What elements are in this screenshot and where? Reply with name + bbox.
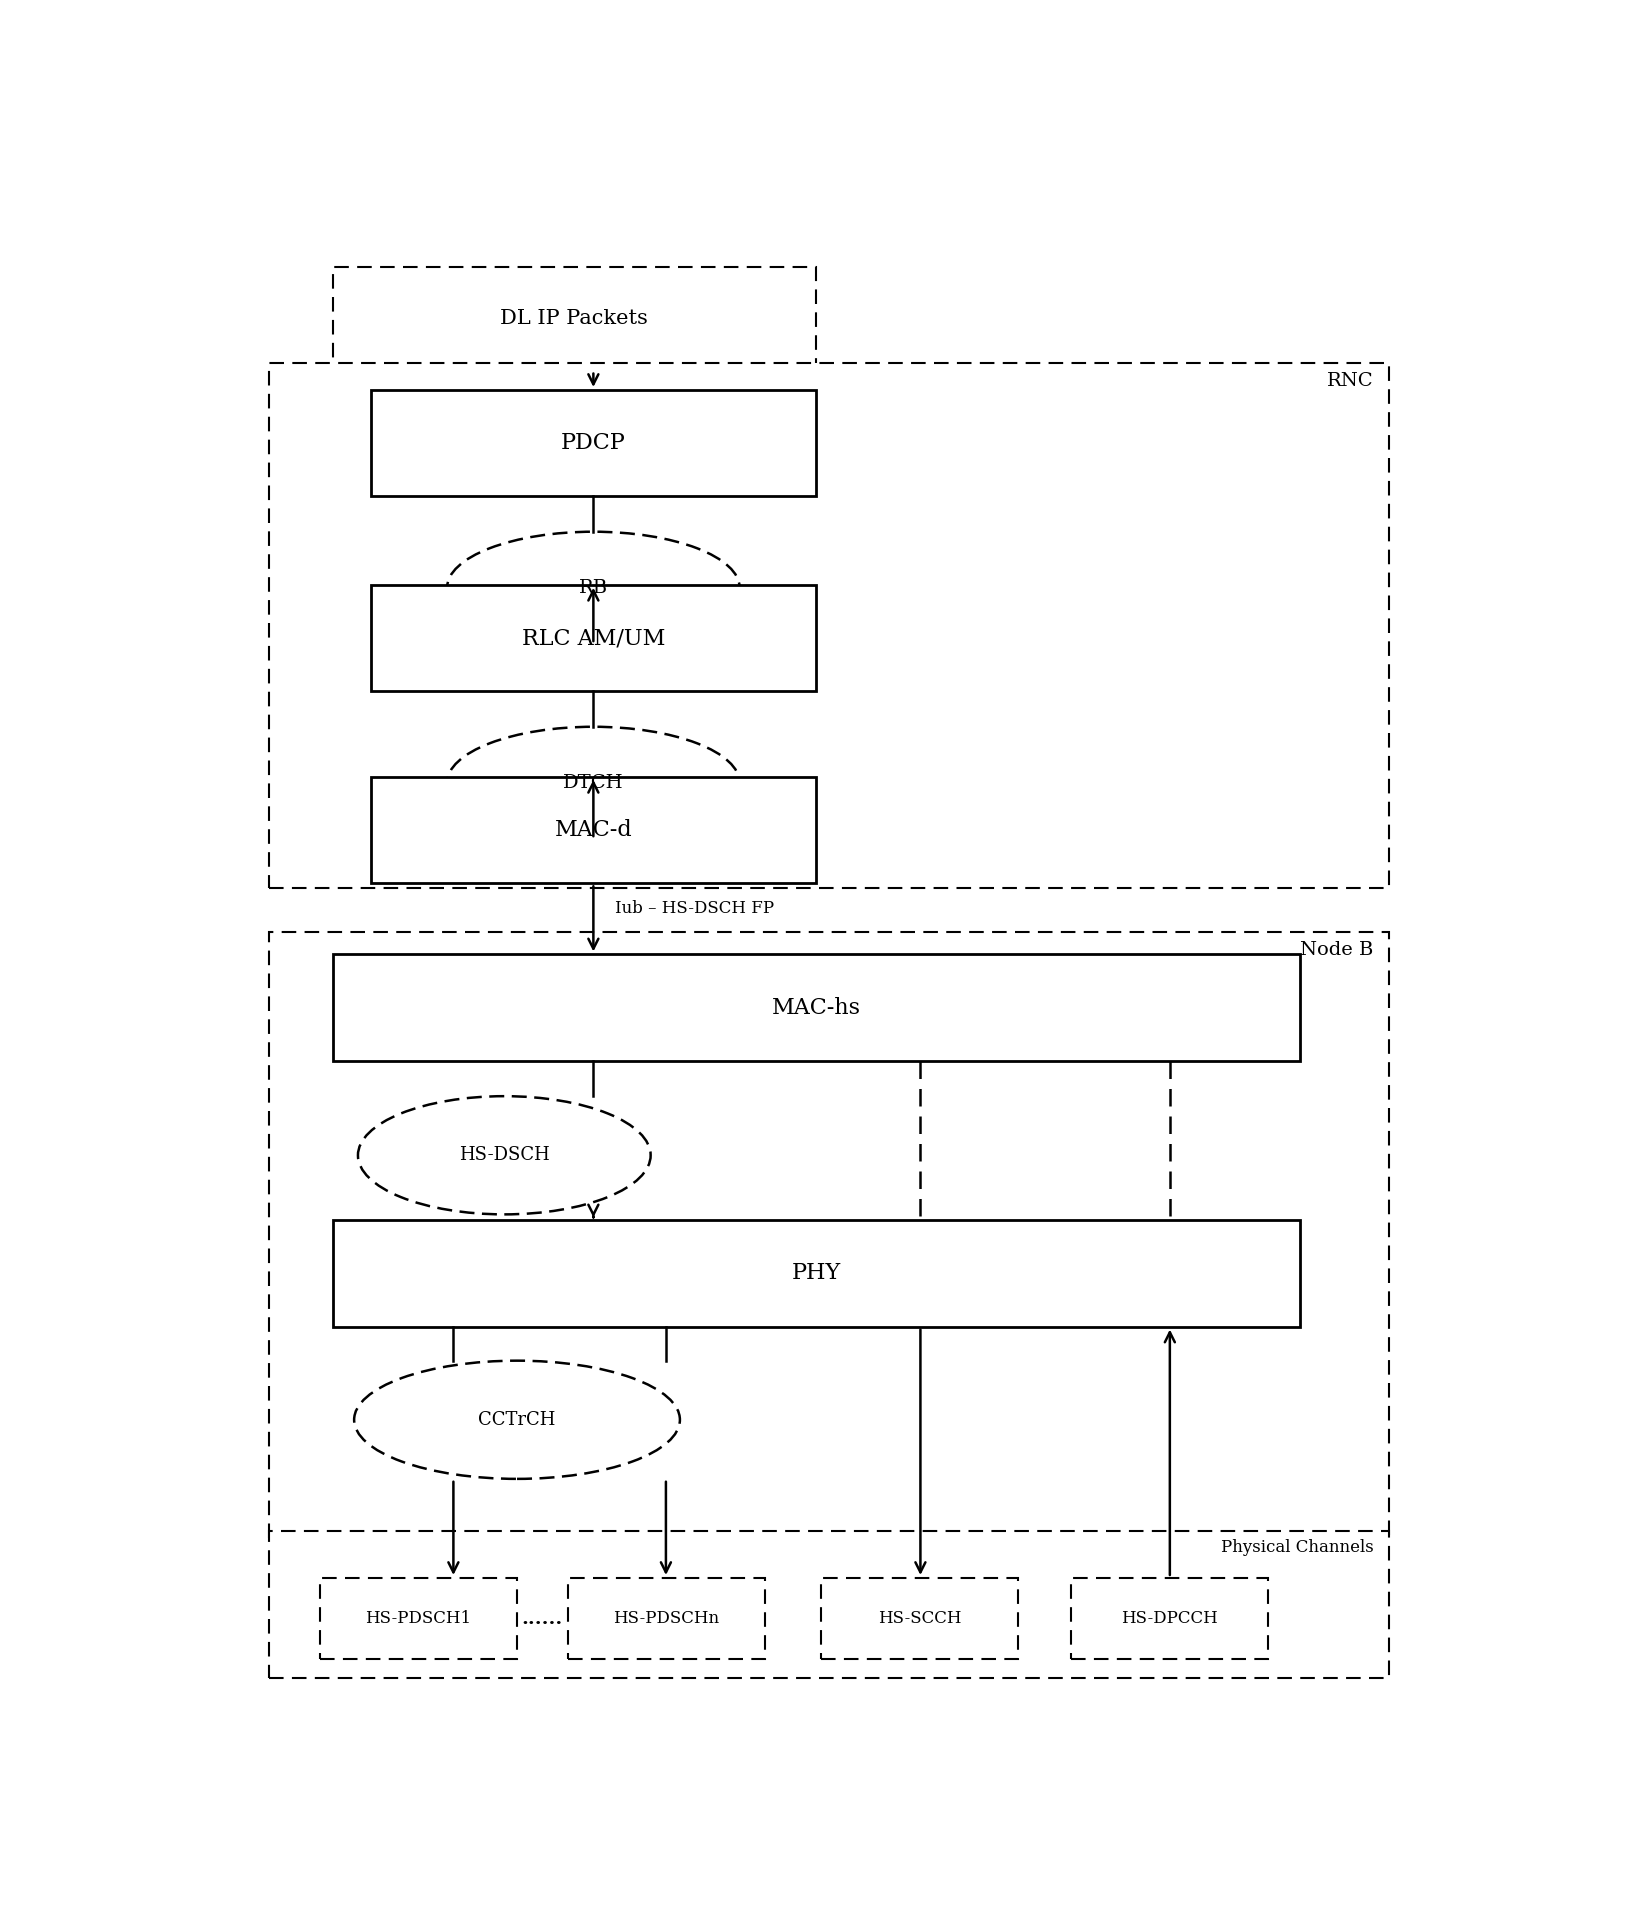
- Ellipse shape: [447, 727, 741, 839]
- FancyBboxPatch shape: [1071, 1577, 1268, 1660]
- Text: ......: ......: [522, 1610, 563, 1627]
- Text: RB: RB: [580, 580, 608, 597]
- Text: RLC AM/UM: RLC AM/UM: [522, 628, 665, 649]
- Text: MAC-hs: MAC-hs: [772, 996, 860, 1019]
- FancyBboxPatch shape: [332, 267, 816, 370]
- Text: CCTrCH: CCTrCH: [478, 1410, 555, 1430]
- Text: Iub – HS-DSCH FP: Iub – HS-DSCH FP: [616, 900, 773, 917]
- FancyBboxPatch shape: [371, 585, 816, 691]
- Text: MAC-d: MAC-d: [555, 819, 632, 841]
- Text: DL IP Packets: DL IP Packets: [501, 309, 649, 328]
- FancyBboxPatch shape: [320, 1577, 517, 1660]
- Text: PHY: PHY: [791, 1263, 841, 1284]
- Ellipse shape: [355, 1361, 680, 1480]
- Text: DTCH: DTCH: [563, 773, 624, 793]
- FancyBboxPatch shape: [269, 363, 1389, 888]
- FancyBboxPatch shape: [371, 777, 816, 883]
- FancyBboxPatch shape: [269, 1531, 1389, 1679]
- Text: PDCP: PDCP: [562, 432, 626, 455]
- Ellipse shape: [447, 532, 741, 645]
- Text: RNC: RNC: [1327, 372, 1373, 390]
- FancyBboxPatch shape: [371, 390, 816, 497]
- Text: HS-DSCH: HS-DSCH: [458, 1146, 550, 1165]
- Text: HS-SCCH: HS-SCCH: [878, 1610, 962, 1627]
- Text: Node B: Node B: [1300, 940, 1373, 960]
- Text: HS-PDSCHn: HS-PDSCHn: [614, 1610, 719, 1627]
- FancyBboxPatch shape: [568, 1577, 765, 1660]
- FancyBboxPatch shape: [332, 954, 1300, 1061]
- Text: HS-DPCCH: HS-DPCCH: [1121, 1610, 1218, 1627]
- FancyBboxPatch shape: [821, 1577, 1018, 1660]
- FancyBboxPatch shape: [269, 933, 1389, 1537]
- Text: HS-PDSCH1: HS-PDSCH1: [365, 1610, 471, 1627]
- Ellipse shape: [358, 1096, 650, 1215]
- FancyBboxPatch shape: [332, 1220, 1300, 1326]
- Text: Physical Channels: Physical Channels: [1220, 1539, 1373, 1556]
